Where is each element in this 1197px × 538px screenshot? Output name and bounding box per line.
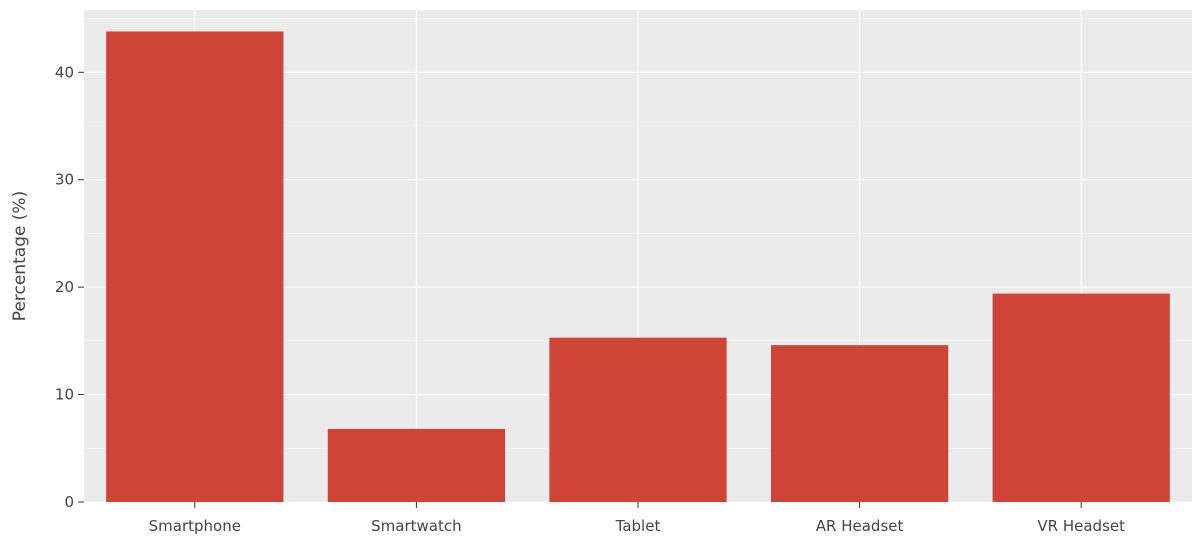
x-tick-label: Tablet [615,517,661,535]
y-tick-label: 0 [64,493,74,511]
y-tick-label: 30 [55,171,74,189]
bars [106,31,1170,503]
y-axis: 0 10 20 30 40 [55,63,84,511]
bar-smartphone [106,31,284,503]
x-axis: Smartphone Smartwatch Tablet AR Headset VR H… [149,502,1125,535]
y-tick-label: 40 [55,63,74,81]
bar-vr-headset [992,293,1170,502]
x-tick-label: VR Headset [1037,517,1125,535]
y-tick-label: 10 [55,386,74,404]
y-tick-label: 20 [55,278,74,296]
x-tick-label: Smartphone [149,517,241,535]
bar-ar-headset [770,345,949,502]
y-axis-title: Percentage (%) [10,191,30,321]
x-tick-label: AR Headset [816,517,904,535]
bar-smartwatch [327,428,506,502]
bar-tablet [549,337,727,502]
x-tick-label: Smartwatch [371,517,461,535]
